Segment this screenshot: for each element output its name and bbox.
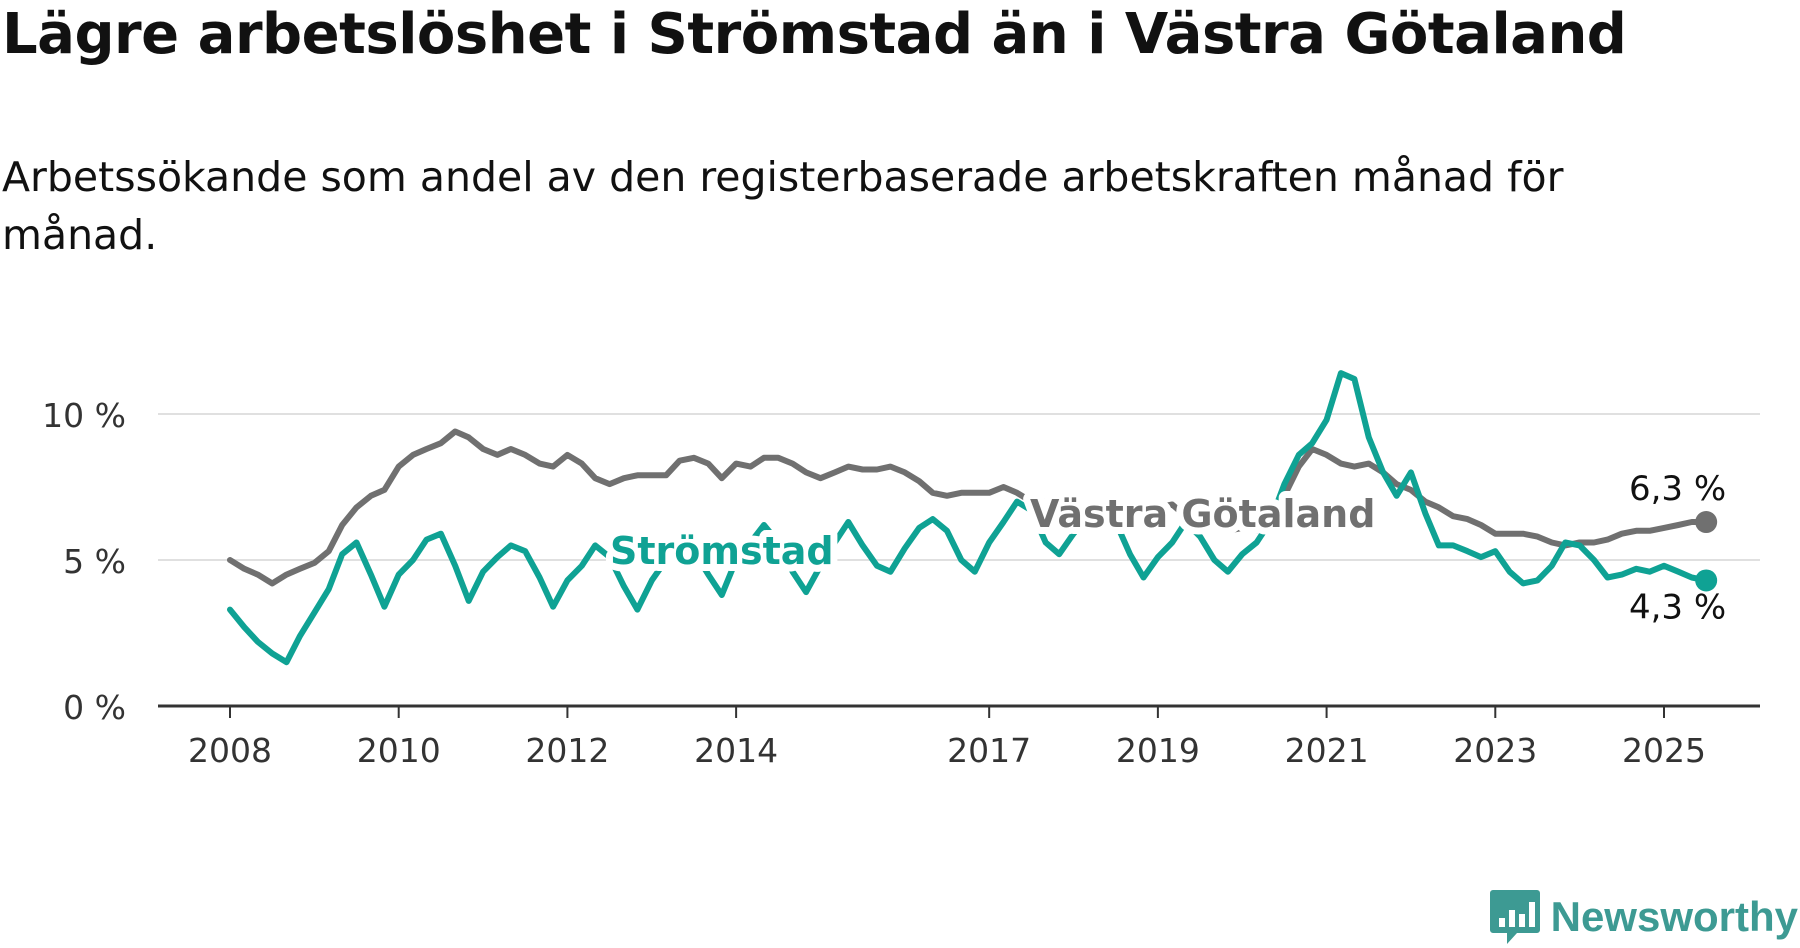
chart-title: Lägre arbetslöshet i Strömstad än i Väst… (2, 2, 1627, 67)
series-end-label: 4,3 % (1629, 587, 1726, 627)
x-tick-label: 2019 (1116, 731, 1200, 770)
x-tick-label: 2014 (694, 731, 778, 770)
y-tick-label: 0 % (63, 688, 126, 727)
series-end-point-0 (1695, 511, 1718, 534)
series-name-halo: Strömstad (610, 529, 834, 573)
series-line-1 (227, 370, 1710, 666)
y-axis-tick-labels: 0 % 5 % 10 % (42, 396, 126, 727)
series-end-label: 6,3 % (1629, 469, 1726, 509)
gridlines (158, 413, 1760, 561)
x-tick-label: 2017 (947, 731, 1031, 770)
x-tick-label: 2023 (1453, 731, 1537, 770)
newsworthy-logo-text: Newsworthy (1550, 893, 1798, 940)
series-name-label: Strömstad (610, 529, 834, 573)
y-tick-label: 5 % (63, 542, 126, 581)
x-axis (158, 704, 1760, 718)
x-tick-label: 2012 (525, 731, 609, 770)
series-name-halo: Västra Götaland (1030, 492, 1375, 536)
series-lines (227, 370, 1718, 666)
series-line-0 (227, 428, 1710, 587)
newsworthy-logo-icon (1489, 890, 1540, 944)
x-axis-tick-labels: 2008 2010 2012 2014 2017 2019 2021 2023 2025 (188, 731, 1706, 770)
x-tick-label: 2025 (1622, 731, 1706, 770)
x-tick-label: 2021 (1285, 731, 1369, 770)
newsworthy-logo[interactable]: Newsworthy (1489, 888, 1798, 946)
y-tick-label: 10 % (42, 396, 126, 435)
chart-subtitle: Arbetssökande som andel av den registerb… (2, 153, 1564, 259)
series-name-label: Västra Götaland (1030, 492, 1375, 536)
series-end-point-1 (1695, 569, 1718, 592)
x-tick-label: 2008 (188, 731, 272, 770)
x-tick-label: 2010 (357, 731, 441, 770)
